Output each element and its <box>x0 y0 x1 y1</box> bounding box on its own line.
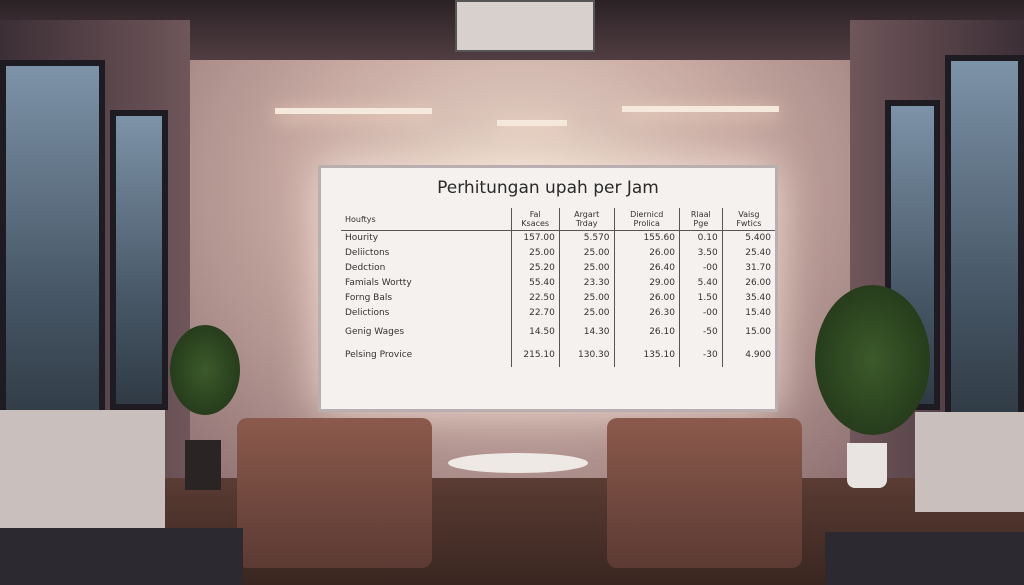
table-row: Pelsing Provice 215.10 130.30 135.10 -30 4.90… <box>341 343 775 367</box>
table-cell: 5.40 <box>678 275 723 291</box>
table-cell: 135.10 <box>613 343 680 367</box>
ceiling-light <box>622 106 779 112</box>
table-cell: -50 <box>678 320 723 344</box>
row-label: Delictions <box>345 308 390 318</box>
table-cell: 35.40 <box>721 290 775 306</box>
ceiling-light <box>497 120 567 126</box>
table-cell: 155.60 <box>613 230 680 246</box>
table-row: Genig Wages 14.50 14.30 26.10 -50 15.00 <box>341 320 775 344</box>
table-cell: 15.00 <box>721 320 775 344</box>
table-cell: 31.70 <box>721 260 775 276</box>
column-header: Rlaal Pge <box>678 208 723 231</box>
table-cell: 29.00 <box>613 275 680 291</box>
table-cell: 0.10 <box>678 230 723 246</box>
table-cell: 25.00 <box>558 245 615 261</box>
table-row: Forng Bals 22.50 25.00 26.00 1.50 35.40 <box>341 290 775 306</box>
desk-foreground-right <box>825 532 1024 585</box>
plant-left <box>170 325 240 415</box>
table-cell: 22.70 <box>510 305 560 321</box>
table-cell: 25.00 <box>558 260 615 276</box>
table-cell: -00 <box>678 305 723 321</box>
window-right <box>945 55 1024 425</box>
table-cell: 14.50 <box>510 320 560 344</box>
column-header: Argart Trday <box>558 208 615 231</box>
wage-table: Houftys Fal Ksaces Argart Trday Diernicd… <box>341 208 775 367</box>
table-cell: 26.30 <box>613 305 680 321</box>
row-label: Pelsing Provice <box>345 350 413 360</box>
table-cell: 22.50 <box>510 290 560 306</box>
row-label: Genig Wages <box>345 327 405 337</box>
coffee-table <box>448 453 588 473</box>
table-cell: 25.40 <box>721 245 775 261</box>
table-cell: 26.00 <box>721 275 775 291</box>
table-cell: 26.00 <box>613 245 680 261</box>
table-cell: 25.00 <box>558 305 615 321</box>
table-cell: 130.30 <box>558 343 615 367</box>
table-cell: 3.50 <box>678 245 723 261</box>
table-row: Famials Wortty 55.40 23.30 29.00 5.40 26.00 <box>341 275 775 291</box>
plant-pot-right <box>847 443 887 488</box>
column-header: Vaisg Fwtics <box>721 208 775 231</box>
whiteboard: Perhitungan upah per Jam Houftys Fal Ksa… <box>318 165 778 412</box>
left-cabinet <box>0 410 165 528</box>
table-cell: 4.900 <box>721 343 775 367</box>
table-cell: 215.10 <box>510 343 560 367</box>
table-cell: 5.400 <box>721 230 775 246</box>
row-label: Forng Bals <box>345 293 393 303</box>
armchair-left <box>237 418 432 568</box>
table-cell: 25.20 <box>510 260 560 276</box>
table-cell: 23.30 <box>558 275 615 291</box>
table-cell: -30 <box>678 343 723 367</box>
table-row: Deliictons 25.00 25.00 26.00 3.50 25.40 <box>341 245 775 261</box>
row-label: Hourity <box>345 233 379 244</box>
column-header: Houftys <box>341 208 511 231</box>
table-cell: 5.570 <box>558 230 615 246</box>
table-cell: -00 <box>678 260 723 276</box>
ceiling-projector <box>455 0 595 52</box>
table-cell: 14.30 <box>558 320 615 344</box>
window-left <box>0 60 105 430</box>
row-label: Famials Wortty <box>345 278 412 288</box>
plant-pot-left <box>185 440 221 490</box>
table-cell: 15.40 <box>721 305 775 321</box>
table-cell: 55.40 <box>510 275 560 291</box>
window-left-small <box>110 110 168 410</box>
table-cell: 1.50 <box>678 290 723 306</box>
plant-right <box>815 285 930 435</box>
column-header: Diernicd Prolica <box>613 208 680 231</box>
desk-foreground-left <box>0 528 243 585</box>
table-header: Houftys Fal Ksaces Argart Trday Diernicd… <box>341 208 775 231</box>
table-cell: 26.00 <box>613 290 680 306</box>
column-header: Fal Ksaces <box>510 208 560 231</box>
table-row: Hourity 157.00 5.570 155.60 0.10 5.400 <box>341 230 775 246</box>
right-cabinet <box>915 412 1024 512</box>
table-cell: 25.00 <box>558 290 615 306</box>
table-row: Delictions 22.70 25.00 26.30 -00 15.40 <box>341 305 775 321</box>
whiteboard-title: Perhitungan upah per Jam <box>437 178 659 198</box>
table-row: Dedction 25.20 25.00 26.40 -00 31.70 <box>341 260 775 276</box>
table-cell: 25.00 <box>510 245 560 261</box>
table-cell: 26.10 <box>613 320 680 344</box>
table-cell: 157.00 <box>510 230 560 246</box>
row-label: Deliictons <box>345 248 390 258</box>
armchair-right <box>607 418 802 568</box>
ceiling-light <box>275 108 432 114</box>
row-label: Dedction <box>345 263 386 273</box>
table-cell: 26.40 <box>613 260 680 276</box>
